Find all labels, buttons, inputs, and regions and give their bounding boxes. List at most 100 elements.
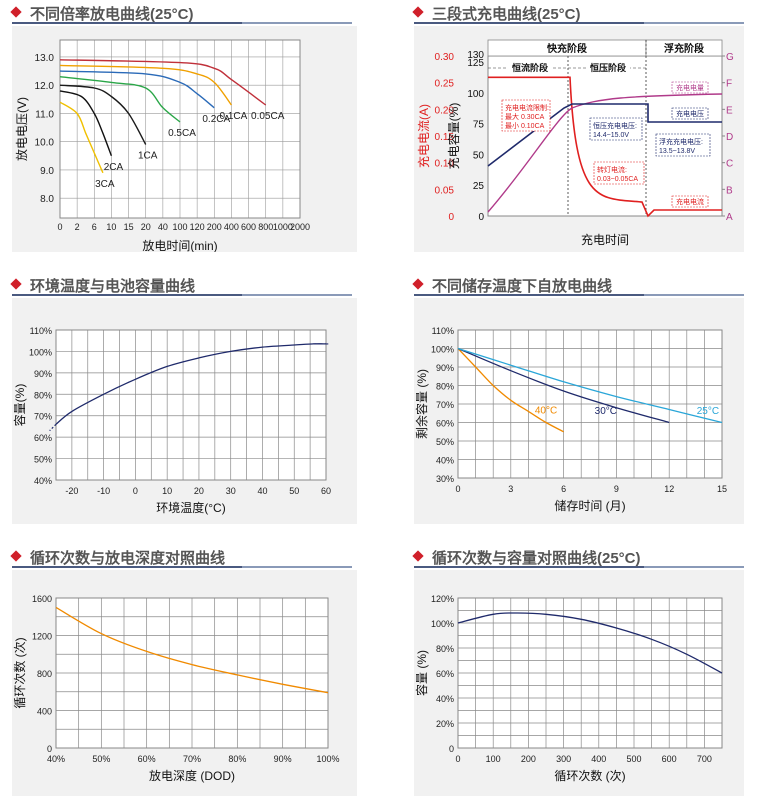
cycles-capacity-chart: 0 100 200 300 400 500 600 700 0 20% 40% 60% 80% 100% 1…: [414, 594, 723, 783]
annotation-float-voltage-text: 浮充充电电压:: [659, 137, 703, 146]
x-tick-label: 0: [455, 754, 460, 764]
series-line-capacity: [487, 93, 723, 213]
y-tick-label: 1200: [32, 632, 52, 642]
annotation-current-limit-text: 充电电流限制:: [505, 103, 549, 112]
x-axis-title: 环境温度(°C): [156, 500, 225, 515]
x-tick-label: 0: [455, 484, 460, 494]
y-tick-label-right: B: [726, 185, 733, 196]
x-axis-title: 循环次数 (次): [554, 768, 625, 783]
y-tick-label-right: D: [726, 132, 733, 143]
x-tick-label: 40: [257, 486, 267, 496]
series-label-30C: 30°C: [595, 406, 617, 417]
y-tick-label: 80%: [436, 382, 454, 392]
y-tick-label: 30%: [436, 474, 454, 484]
chart-area: 0 100 200 300 400 500 600 700 0 20% 40% 60% 80% 100% 1…: [414, 570, 744, 796]
panel-title: 环境温度与电池容量曲线: [30, 278, 196, 295]
y-tick-label-current: 0.25: [435, 79, 455, 90]
x-axis-title: 放电深度 (DOD): [149, 768, 235, 783]
annotation-cv-voltage-text: 恒压充电电压:: [593, 121, 637, 130]
x-tick-label: 100: [486, 754, 501, 764]
diamond-bullet-icon: [412, 278, 424, 290]
series-line-3CA: [59, 101, 104, 174]
x-tick-label: 300: [556, 754, 571, 764]
series-line-25°C: [457, 347, 723, 424]
temperature-capacity-chart: -20 -10 0 10 20 30 40 50 60 40% 50% 60% 70% 80% 90% 100…: [12, 326, 331, 515]
x-tick-label: 600: [241, 222, 256, 232]
y-tick-label-current: 0.20: [435, 105, 455, 116]
y-tick-label-current: 0: [448, 212, 454, 223]
title-underline: [414, 294, 744, 296]
panel-title: 循环次数与放电深度对照曲线: [30, 550, 226, 567]
series-line-1CA: [59, 84, 147, 145]
panel-discharge-rate: 不同倍率放电曲线(25°C) 0 2 6 10 15 20 40 100 120 200 400 60…: [10, 2, 357, 260]
y-tick-label-right: G: [726, 52, 734, 63]
y-tick-label: 120%: [431, 594, 454, 604]
phase-bg: [508, 61, 552, 74]
series-line-2CA: [59, 90, 113, 157]
y-tick-label: 60%: [436, 669, 454, 679]
y-axis-title-current: 充电电流(A): [416, 104, 431, 168]
y-tick-label-current: 0.10: [435, 159, 455, 170]
y-tick-label-capacity: 75: [473, 120, 485, 131]
series-line-30°C: [457, 347, 670, 424]
series-line-voltage: [487, 103, 722, 167]
x-tick-label: 2: [75, 222, 80, 232]
x-tick-label: 20: [194, 486, 204, 496]
x-tick-label: -10: [97, 486, 110, 496]
y-axis-title: 容量(%): [12, 384, 27, 427]
plot-area: [55, 329, 327, 481]
panel-title: 循环次数与容量对照曲线(25°C): [432, 550, 641, 567]
x-tick-label: 800: [258, 222, 273, 232]
y-tick-label: 50%: [436, 437, 454, 447]
diamond-bullet-icon: [412, 550, 424, 562]
annotation-transfer-current-text: 0.03~0.05CA: [597, 176, 638, 183]
plot-frame: [59, 39, 301, 219]
panel-cycles-dod: 循环次数与放电深度对照曲线 40% 50% 60% 70% 80% 90% 100% 0 400…: [10, 546, 357, 804]
y-tick-label: 110%: [30, 326, 52, 336]
y-tick-label-current: 0.05: [435, 185, 455, 196]
x-tick-label: 400: [591, 754, 606, 764]
x-tick-label: 30: [226, 486, 236, 496]
cycles-dod-chart: 40% 50% 60% 70% 80% 90% 100% 0 400 800 1200 1600 放电深…: [12, 594, 340, 783]
x-tick-label: 100: [172, 222, 187, 232]
self-discharge-chart: 0 3 6 9 12 15 30% 40% 50% 60% 70% 80% 90% 100% 110% 储存时…: [414, 326, 727, 513]
y-tick-label-capacity: 130: [467, 50, 484, 61]
y-tick-label: 8.0: [40, 194, 54, 205]
x-tick-label: 400: [224, 222, 239, 232]
x-tick-label: 200: [207, 222, 222, 232]
annotation-current-limit-text: 最大 0.30CA: [505, 112, 545, 121]
series-line: [457, 612, 723, 674]
y-tick-label-capacity: 25: [473, 181, 485, 192]
series-label-40C: 40°C: [535, 405, 557, 416]
series-label-0.2CA: 0.2CA: [202, 114, 230, 125]
y-tick-label-capacity: 50: [473, 150, 485, 161]
diamond-bullet-icon: [10, 6, 22, 18]
y-tick-label: 110%: [432, 326, 454, 336]
x-tick-label: -20: [65, 486, 78, 496]
x-tick-label: 2000: [290, 222, 310, 232]
chart-area: -20 -10 0 10 20 30 40 50 60 40% 50% 60% 70% 80% 90% 100…: [12, 298, 357, 524]
panel-temperature-capacity: 环境温度与电池容量曲线 -20 -10 0 10 20 30 40 50 60 40% 50% 60%…: [10, 274, 357, 532]
annotation-transfer-current-box: [593, 161, 645, 185]
x-axis-title: 放电时间(min): [142, 238, 217, 252]
y-axis-title: 循环次数 (次): [12, 637, 27, 708]
y-tick-label: 80%: [436, 644, 454, 654]
y-tick-label: 800: [37, 669, 52, 679]
x-tick-label: 10: [162, 486, 172, 496]
series-label-0.1CA: 0.1CA: [220, 111, 248, 122]
y-tick-label: 60%: [34, 433, 52, 443]
chart-area: 快充阶段 浮充阶段 恒流阶段 恒压阶段 0 0.05 0.10 0.15 0.20 0.25 0.3…: [414, 26, 744, 252]
label-capacity-box: [671, 81, 709, 94]
diamond-bullet-icon: [412, 6, 424, 18]
x-tick-label: 15: [124, 222, 134, 232]
label-capacity: 充电电量: [676, 83, 704, 92]
x-tick-label: 100%: [316, 754, 339, 764]
series-label-2CA: 2CA: [104, 162, 124, 173]
title-underline: [414, 566, 744, 568]
y-tick-label: 50%: [34, 455, 52, 465]
chart-area: 0 2 6 10 15 20 40 100 120 200 400 600 800 1000 2000 8.0…: [12, 26, 357, 253]
y-tick-label-capacity: 100: [467, 89, 484, 100]
y-tick-label: 40%: [436, 694, 454, 704]
y-tick-label: 100%: [431, 345, 454, 355]
label-voltage: 充电电压: [676, 109, 704, 118]
